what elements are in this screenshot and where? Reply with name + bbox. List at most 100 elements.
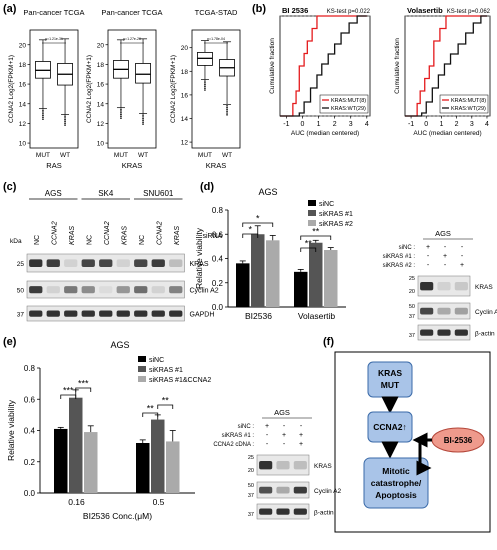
legend-label: siKRAS #1: [319, 211, 353, 218]
y-axis-label: CCNA2 Log2(FPKM+1): [170, 55, 177, 123]
x-tick-label: WT: [138, 152, 148, 159]
blot-d-band: [420, 329, 434, 336]
sirna-label: siRNA: [203, 233, 223, 240]
outlier-point: [120, 117, 122, 119]
blot-e-band: [293, 508, 307, 515]
legend-swatch: [308, 220, 316, 226]
panel-e: (e) AGS 0.0 0.2 0.4 0.6 0.8 Relative viabilit…: [3, 336, 341, 521]
y-tick-label: 0.0: [24, 489, 36, 498]
outlier-point: [64, 124, 66, 126]
kras-node-label: KRAS: [378, 368, 402, 378]
boxplot-frame: [191, 29, 241, 149]
y-axis-label: Cumulative fraction: [269, 38, 276, 94]
bar-d: [309, 242, 323, 307]
kda-marker: 50: [409, 304, 415, 310]
panel-c-letter: (c): [3, 181, 17, 193]
outlier-point: [226, 114, 228, 116]
cell-line-label: AGS: [45, 189, 62, 198]
y-tick-label: 14: [181, 116, 189, 123]
blot-c-band: [169, 259, 183, 267]
legend-label: siKRAS #1&CCNA2: [149, 377, 211, 384]
blot-sign: -: [427, 253, 430, 260]
legend-label: KRAS:WT(29): [451, 106, 486, 112]
blot-c-band: [99, 286, 113, 294]
category-label: 0.5: [153, 497, 165, 507]
x-axis-label: RAS: [46, 161, 61, 170]
kda-marker: 37: [409, 314, 415, 320]
outlier-point: [226, 106, 228, 109]
blot-title: AGS: [435, 229, 451, 238]
x-axis-label: BI2536 Conc.(μM): [83, 511, 152, 521]
y-tick-label: 0.2: [24, 458, 36, 467]
blot-sign: -: [461, 244, 464, 251]
y-tick-label: 18: [97, 62, 105, 69]
panel-e-title: AGS: [110, 340, 129, 350]
kda-marker: 25: [17, 261, 25, 268]
outlier-point: [42, 111, 44, 113]
blot-d-band: [437, 329, 451, 336]
lane-label: KRAS: [69, 226, 76, 245]
y-tick-label: 18: [181, 69, 189, 76]
kda-marker: 37: [17, 312, 25, 319]
blot-c-band: [81, 310, 95, 317]
boxplot-title: Pan-cancer TCGA: [101, 8, 162, 17]
blot-e-band: [293, 486, 307, 494]
y-tick-label: 0.6: [212, 230, 224, 239]
blot-e-band: [259, 461, 273, 470]
y-tick-label: 16: [181, 92, 189, 99]
x-tick-label: 2: [333, 121, 337, 128]
significance-stars: **: [162, 396, 170, 406]
outlier-point: [204, 87, 206, 90]
significance-bracket: [300, 247, 317, 252]
band-label: β-actin: [475, 331, 495, 338]
outlier-point: [64, 115, 66, 117]
significance-stars: ***: [78, 379, 89, 389]
diagram-frame: [334, 351, 491, 533]
panel-d: (d) AGS 0.0 0.2 0.4 0.6 0.8 Relative viabilit…: [194, 181, 497, 341]
x-tick-label: -1: [408, 121, 414, 128]
blot-sign: +: [443, 253, 447, 260]
blot-condition-label: siKRAS #2 :: [383, 263, 416, 269]
blot-d-band: [437, 307, 451, 315]
panel-c: (c) kDa AGS SK4 SNU601 NC CCNA2 KRAS NC CCNA2 KRA…: [3, 181, 223, 322]
x-tick-label: 0: [424, 121, 428, 128]
kda-marker: 20: [409, 289, 415, 295]
blot-e-band: [259, 508, 273, 515]
significance-bracket: [242, 222, 274, 227]
lane-label: CCNA2: [51, 221, 58, 245]
ccna2-node-label: CCNA2↑: [373, 422, 407, 432]
blot-c-band: [169, 310, 183, 317]
y-tick-label: 16: [97, 82, 105, 89]
band-label: Cyclin A2: [314, 488, 341, 495]
bar-e: [151, 419, 165, 493]
outlier-point: [226, 110, 228, 113]
blot-c-band: [64, 259, 78, 267]
blot-c-band: [116, 259, 130, 267]
y-axis-label: Relative viability: [194, 227, 204, 289]
outlier-point: [142, 121, 144, 124]
panel-a-letter: (a): [3, 3, 17, 15]
significance-stars: **: [312, 227, 320, 237]
panel-f-letter: (f): [323, 336, 334, 348]
legend-swatch: [308, 210, 316, 216]
y-tick-label: 0.2: [212, 279, 224, 288]
blot-sign: -: [461, 253, 464, 260]
blot-c-band: [46, 259, 60, 267]
blot-d-band: [454, 307, 468, 315]
x-tick-label: 4: [485, 121, 489, 128]
lane-label: NC: [86, 235, 93, 245]
outlier-point: [42, 112, 44, 115]
cell-line-label: SK4: [98, 189, 114, 198]
blot-c-band: [64, 286, 78, 294]
cell-line-label: SNU601: [143, 189, 174, 198]
x-axis-label: KRAS: [122, 161, 142, 170]
y-tick-label: 0.8: [24, 364, 36, 373]
y-tick-label: 20: [97, 42, 105, 49]
significance-stars: *: [256, 214, 260, 224]
blot-d-band: [420, 307, 434, 315]
blot-condition-label: siKRAS #1 :: [383, 254, 416, 260]
blot-sign: +: [299, 432, 303, 439]
blot-c-band: [81, 259, 95, 267]
box-iqr: [135, 63, 151, 84]
ks-test-label: KS-test p=0.022: [327, 9, 371, 15]
